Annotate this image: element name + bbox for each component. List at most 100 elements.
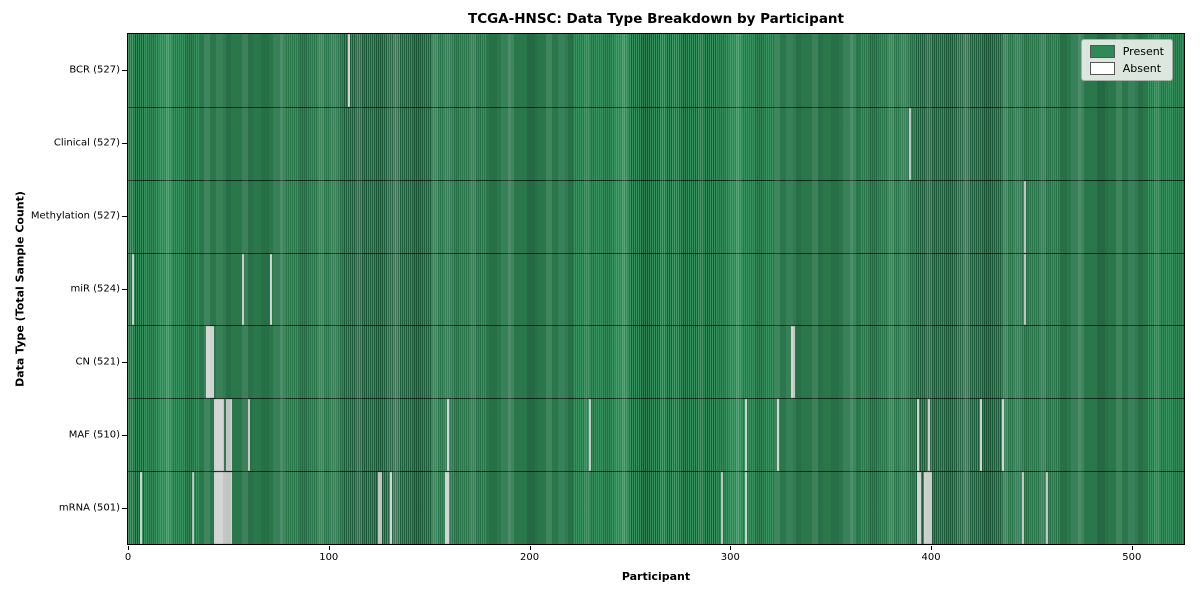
absent-stripe	[242, 253, 245, 326]
absent-stripe	[378, 472, 381, 544]
ytick-label-BCR: BCR (527)	[69, 64, 120, 76]
legend-label: Present	[1122, 45, 1164, 58]
absent-stripe	[208, 326, 211, 399]
absent-stripe	[224, 472, 227, 544]
absent-stripe	[927, 399, 930, 472]
absent-stripe	[270, 253, 273, 326]
absent-stripe	[1023, 253, 1026, 326]
absent-stripe	[214, 399, 217, 472]
absent-stripe	[923, 472, 926, 544]
heatmap-row-MAF	[128, 398, 1184, 472]
xtick-mark	[529, 546, 531, 550]
absent-stripe	[979, 399, 982, 472]
absent-stripe	[745, 399, 748, 472]
absent-stripe	[216, 472, 219, 544]
absent-stripe	[218, 472, 221, 544]
xtick-label: 100	[319, 552, 339, 563]
absent-stripe	[721, 472, 724, 544]
absent-stripe	[1045, 472, 1048, 544]
ytick-label-Clinical: Clinical (527)	[53, 137, 120, 149]
absent-stripe	[226, 472, 229, 544]
x-axis-title: Participant	[621, 570, 691, 583]
legend-item-absent: Absent	[1089, 62, 1164, 75]
xtick-label: 400	[921, 552, 941, 563]
legend-swatch-icon	[1089, 62, 1115, 75]
absent-stripe	[588, 399, 591, 472]
absent-stripe	[222, 399, 225, 472]
absent-stripe	[230, 472, 233, 544]
absent-stripe	[228, 472, 231, 544]
absent-stripe	[1001, 399, 1004, 472]
xtick-mark	[730, 546, 732, 550]
chart-title: TCGA-HNSC: Data Type Breakdown by Partic…	[467, 11, 844, 27]
absent-stripe	[380, 472, 383, 544]
absent-stripe	[226, 399, 229, 472]
ytick-label-mRNA: mRNA (501)	[58, 502, 120, 514]
xtick-mark	[931, 546, 933, 550]
absent-stripe	[214, 472, 217, 544]
absent-stripe	[793, 326, 796, 399]
absent-stripe	[192, 472, 195, 544]
absent-stripe	[929, 472, 932, 544]
absent-stripe	[220, 399, 223, 472]
y-axis-title: Data Type (Total Sample Count)	[13, 191, 27, 387]
ytick-label-MAF: MAF (510)	[68, 429, 120, 441]
ytick-mark	[122, 289, 127, 290]
legend: Present Absent	[1080, 39, 1173, 81]
ytick-label-CN: CN (521)	[75, 356, 120, 368]
absent-stripe	[228, 399, 231, 472]
ytick-label-Methylation: Methylation (527)	[30, 210, 120, 222]
absent-stripe	[248, 399, 251, 472]
heatmap-row-BCR	[128, 34, 1184, 107]
absent-stripe	[210, 326, 213, 399]
legend-item-present: Present	[1089, 45, 1164, 58]
ytick-mark	[122, 142, 127, 144]
ytick-mark	[122, 215, 127, 217]
absent-stripe	[222, 472, 225, 544]
legend-swatch-icon	[1089, 45, 1115, 58]
absent-stripe	[140, 472, 143, 544]
absent-stripe	[212, 326, 215, 399]
absent-stripe	[132, 253, 134, 326]
absent-stripe	[1023, 180, 1026, 253]
absent-stripe	[218, 399, 221, 472]
ytick-mark	[122, 508, 127, 510]
xtick-label: 0	[124, 552, 132, 563]
heatmap-row-Clinical	[128, 106, 1184, 180]
absent-stripe	[917, 399, 920, 472]
absent-stripe	[230, 399, 233, 472]
absent-stripe	[925, 472, 928, 544]
absent-stripe	[220, 472, 223, 544]
ytick-mark	[122, 435, 127, 437]
absent-stripe	[919, 472, 922, 544]
xtick-label: 200	[519, 552, 540, 563]
absent-stripe	[1021, 472, 1024, 544]
ytick-mark	[122, 69, 127, 71]
ytick-mark	[122, 362, 127, 364]
heatmap-row-Methylation	[128, 179, 1184, 253]
heatmap-row-CN	[128, 325, 1184, 399]
xtick-mark	[328, 546, 330, 550]
xtick-mark	[1131, 546, 1133, 550]
heatmap-row-miR	[128, 252, 1184, 326]
absent-stripe	[927, 472, 930, 544]
legend-label: Absent	[1122, 62, 1162, 75]
absent-stripe	[791, 326, 794, 399]
absent-stripe	[444, 472, 447, 544]
absent-stripe	[917, 472, 920, 544]
absent-stripe	[446, 472, 449, 544]
absent-stripe	[206, 326, 209, 399]
xtick-mark	[128, 546, 129, 550]
absent-stripe	[390, 472, 393, 544]
xtick-label: 500	[1122, 552, 1142, 563]
absent-stripe	[216, 399, 219, 472]
ytick-label-miR: miR (524)	[70, 283, 120, 295]
absent-stripe	[909, 107, 912, 180]
xtick-label: 300	[720, 552, 740, 563]
absent-stripe	[446, 399, 449, 472]
heatmap-row-mRNA	[128, 471, 1184, 544]
absent-stripe	[348, 34, 351, 107]
absent-stripe	[777, 399, 780, 472]
plot-area	[127, 33, 1185, 545]
